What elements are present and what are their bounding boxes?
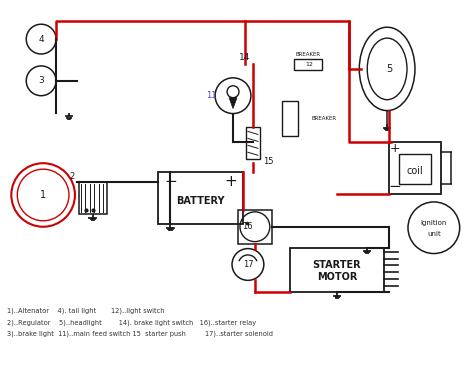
Text: 16: 16 <box>242 222 252 231</box>
Text: +: + <box>225 173 237 188</box>
Bar <box>246 128 260 159</box>
Text: 2: 2 <box>70 172 75 181</box>
Text: BREAKER: BREAKER <box>295 51 320 57</box>
Text: 1)..Altenator    4). tail light       12)..light switch: 1)..Altenator 4). tail light 12)..light … <box>8 307 165 314</box>
Text: 1: 1 <box>40 190 46 200</box>
Text: MOTOR: MOTOR <box>317 272 357 282</box>
Text: +: + <box>390 142 401 155</box>
Text: unit: unit <box>427 231 441 237</box>
Text: STARTER: STARTER <box>312 260 361 270</box>
Text: coil: coil <box>407 166 423 176</box>
Text: ignition: ignition <box>420 220 447 226</box>
Bar <box>290 247 384 292</box>
Text: 15: 15 <box>263 157 273 166</box>
Text: 11: 11 <box>206 91 217 100</box>
Bar <box>158 172 243 224</box>
Bar <box>282 101 298 136</box>
Text: 4: 4 <box>38 34 44 44</box>
Text: −: − <box>389 178 401 193</box>
Bar <box>389 142 441 194</box>
Text: 3: 3 <box>38 76 44 85</box>
Polygon shape <box>229 98 237 109</box>
Text: BATTERY: BATTERY <box>176 196 225 206</box>
Bar <box>399 154 431 184</box>
Bar <box>238 210 272 244</box>
Text: 3)..brake light  11)..main feed switch 15  starter push         17)..starter sol: 3)..brake light 11)..main feed switch 15… <box>8 331 273 337</box>
Text: 5: 5 <box>386 64 392 74</box>
Text: −: − <box>164 173 177 188</box>
Text: 14: 14 <box>239 54 251 62</box>
Text: 2)..Regulator    5)..headlight        14). brake light switch   16)..starter rel: 2)..Regulator 5)..headlight 14). brake l… <box>8 319 256 326</box>
Bar <box>294 59 321 70</box>
Text: 12: 12 <box>306 62 313 67</box>
Text: BREAKER: BREAKER <box>311 116 337 121</box>
Text: 17: 17 <box>243 260 253 269</box>
Bar <box>79 182 107 214</box>
